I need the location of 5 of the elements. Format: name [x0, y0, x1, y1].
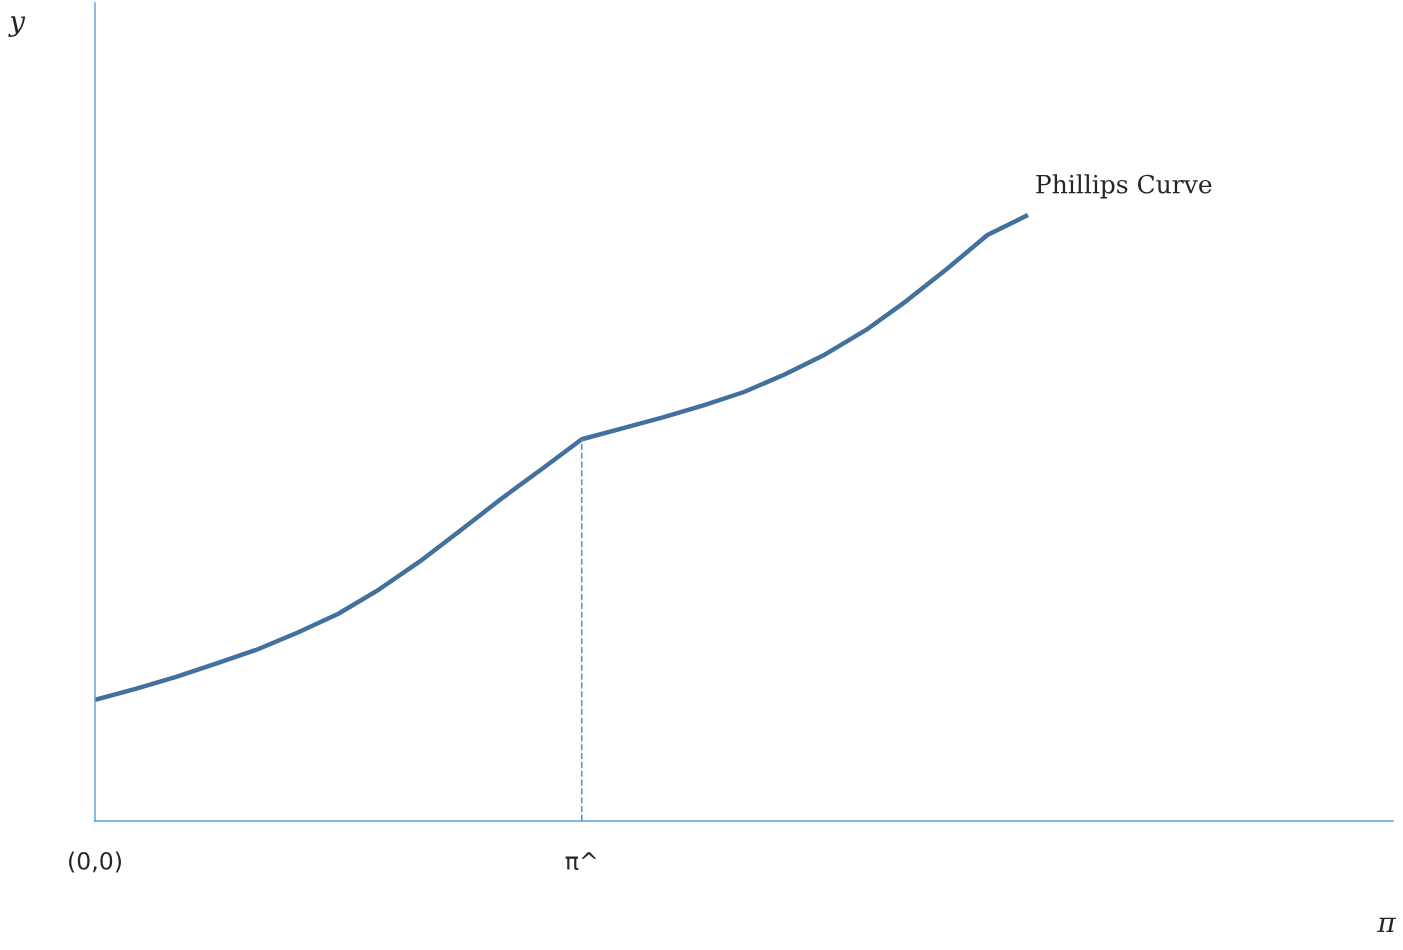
x-axis-title: π — [1377, 917, 1397, 933]
text: y — [8, 16, 26, 37]
x-tick-label: (0,0) — [69, 851, 121, 873]
text: Phillips Curve — [1036, 174, 1212, 199]
x-tick-label: π^ — [565, 852, 597, 870]
